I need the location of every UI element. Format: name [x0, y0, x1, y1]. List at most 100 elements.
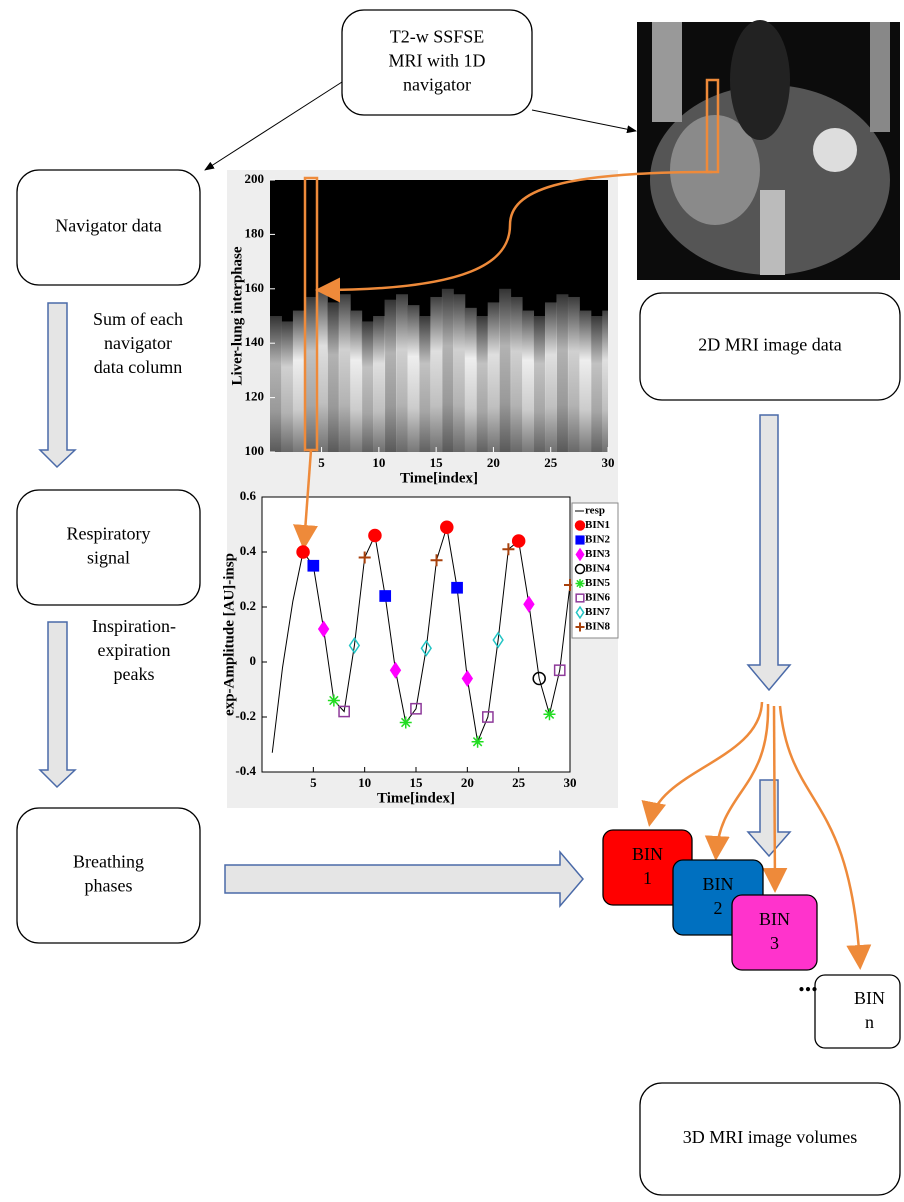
x-tick-label: 30: [602, 455, 615, 470]
label-line: Sum of each: [93, 309, 183, 329]
marker: [369, 530, 381, 542]
label-line: T2-w SSFSE: [390, 27, 485, 47]
heat-column: [568, 297, 580, 452]
label-line: phases: [85, 876, 133, 896]
legend-label: BIN5: [585, 577, 611, 589]
label-line: data column: [94, 357, 182, 377]
heat-column: [499, 289, 511, 452]
heat-column: [385, 300, 397, 452]
heat-column: [591, 316, 603, 452]
x-tick-label: 20: [487, 455, 500, 470]
bin-box: [815, 975, 900, 1048]
diagram: T2-w SSFSE MRI with 1D navigator Navigator …: [0, 0, 904, 1202]
legend-label: BIN7: [585, 606, 611, 618]
x-tick-label: 10: [372, 455, 385, 470]
label-line: signal: [87, 548, 130, 568]
heat-column: [476, 316, 488, 452]
heat-column: [327, 302, 339, 452]
marker: [543, 708, 555, 720]
label-line: 3D MRI image volumes: [683, 1127, 857, 1147]
label-line: BIN: [759, 909, 790, 929]
arrow: [205, 82, 342, 170]
heat-column: [442, 289, 454, 452]
marker: [576, 536, 584, 544]
mri-image: [637, 20, 900, 280]
x-tick-label: 15: [430, 455, 444, 470]
y-tick-label: 140: [245, 334, 265, 349]
heat-column: [545, 302, 557, 452]
label-line: BIN: [632, 844, 663, 864]
x-tick-label: 10: [358, 775, 371, 790]
heat-column: [339, 294, 351, 452]
y-tick-label: -0.4: [235, 763, 256, 778]
y-tick-label: -0.2: [235, 708, 256, 723]
heat-column: [350, 311, 362, 452]
y-tick-label: 160: [245, 280, 265, 295]
marker: [380, 591, 390, 601]
label-line: Breathing: [73, 852, 144, 872]
heat-column: [419, 316, 431, 452]
heat-column: [579, 311, 591, 452]
label-line: BIN: [854, 988, 885, 1008]
label-line: 2: [714, 898, 723, 918]
heat-column: [511, 297, 523, 452]
label-line: Inspiration-: [92, 616, 176, 636]
x-tick-label: 15: [410, 775, 424, 790]
heat-column: [293, 311, 305, 452]
x-tick-label: 20: [461, 775, 474, 790]
legend-label: BIN6: [585, 592, 611, 604]
marker: [441, 521, 453, 533]
marker: [576, 521, 585, 530]
label-line: 1: [643, 868, 652, 888]
heat-column: [407, 305, 419, 452]
heat-column: [430, 297, 442, 452]
x-axis-label: Time[index]: [377, 790, 455, 806]
heat-column: [488, 302, 500, 452]
y-tick-label: 200: [245, 171, 265, 186]
connector: [774, 706, 775, 888]
heat-column: [453, 294, 465, 452]
marker: [297, 546, 309, 558]
label-line: 2D MRI image data: [698, 335, 841, 355]
legend-label: resp: [585, 505, 605, 517]
x-axis-label: Time[index]: [400, 470, 478, 486]
legend-label: BIN4: [585, 563, 611, 575]
heat-column: [373, 316, 385, 452]
block-arrow: [225, 852, 583, 906]
label-line: BIN: [703, 874, 734, 894]
marker: [308, 561, 318, 571]
y-tick-label: 0.4: [240, 543, 257, 558]
label-line: peaks: [114, 664, 155, 684]
y-axis-label: Liver-lung interphase: [229, 246, 245, 385]
heat-column: [281, 321, 293, 452]
heat-column: [270, 316, 282, 452]
y-tick-label: 0: [250, 653, 257, 668]
connector: [650, 702, 762, 822]
label-line: navigator: [104, 333, 172, 353]
heat-column: [556, 294, 568, 452]
block-arrow: [40, 622, 75, 787]
heat-column: [396, 294, 408, 452]
label-line: expiration: [98, 640, 171, 660]
y-tick-label: 120: [245, 389, 265, 404]
marker: [328, 695, 340, 707]
label-line: n: [865, 1012, 874, 1032]
block-arrow: [748, 780, 790, 856]
ellipsis: ...: [798, 968, 818, 997]
heat-column: [522, 311, 534, 452]
legend-label: BIN3: [585, 548, 611, 560]
legend-label: BIN1: [585, 519, 610, 531]
label-line: MRI with 1D: [388, 51, 485, 71]
legend-label: BIN2: [585, 534, 611, 546]
heat-column: [465, 308, 477, 452]
label-line: navigator: [403, 75, 471, 95]
block-arrow: [40, 303, 75, 467]
x-tick-label: 25: [544, 455, 558, 470]
block-arrow: [748, 415, 790, 690]
heat-column: [534, 316, 546, 452]
y-axis-label: exp-Amplitude [AU]-insp: [221, 553, 237, 716]
y-tick-label: 0.2: [240, 598, 256, 613]
y-tick-label: 0.6: [240, 488, 257, 503]
label-line: Navigator data: [55, 216, 161, 236]
marker: [513, 535, 525, 547]
